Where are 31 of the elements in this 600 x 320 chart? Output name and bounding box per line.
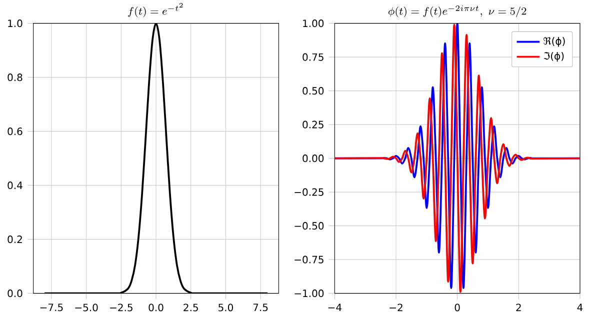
y-tick-label: 0.25 xyxy=(302,120,324,128)
y-tick-label: 0.50 xyxy=(302,87,324,95)
y-tick-label: 0.8 xyxy=(8,74,22,82)
x-tick-label: −2.5 xyxy=(110,304,132,312)
y-tick-label: 0.00 xyxy=(302,154,324,162)
y-tick-label: 1.00 xyxy=(303,20,324,28)
x-tick-label: 4 xyxy=(577,304,583,312)
y-tick-label: 1.0 xyxy=(8,20,22,28)
y-tick-label: 0.2 xyxy=(8,236,22,244)
chart-title: $\phi(t)=f(t)e^{-2i\pi\nu t},\ \nu=5/2$ xyxy=(388,6,526,18)
y-tick-label: −0.25 xyxy=(294,188,324,196)
y-tick-label: 0.4 xyxy=(8,182,22,190)
y-tick-label: −0.50 xyxy=(294,222,324,230)
x-tick-label: 2.5 xyxy=(184,304,198,312)
legend-label: ℜ(ϕ) xyxy=(544,37,565,47)
y-tick-label: 0.6 xyxy=(8,128,22,136)
y-tick-label: 0.0 xyxy=(8,290,22,298)
x-tick-label: 2 xyxy=(516,304,521,312)
x-tick-label: 0 xyxy=(454,304,460,312)
x-tick-label: 7.5 xyxy=(253,304,268,312)
legend-label: ℑ(ϕ) xyxy=(544,52,564,62)
x-tick-label: −7.5 xyxy=(40,304,63,312)
y-tick-label: 0.75 xyxy=(302,53,324,61)
y-tick-label: −0.75 xyxy=(294,256,324,264)
chart-title: $f(t)=e^{-t^2}$ xyxy=(128,3,183,18)
x-tick-label: 0.0 xyxy=(148,304,164,312)
x-tick-label: −2 xyxy=(390,304,402,312)
x-tick-label: −5.0 xyxy=(75,304,98,312)
x-tick-label: −4 xyxy=(328,304,342,312)
x-tick-label: 5.0 xyxy=(218,304,233,312)
y-tick-label: −1.00 xyxy=(294,290,324,298)
